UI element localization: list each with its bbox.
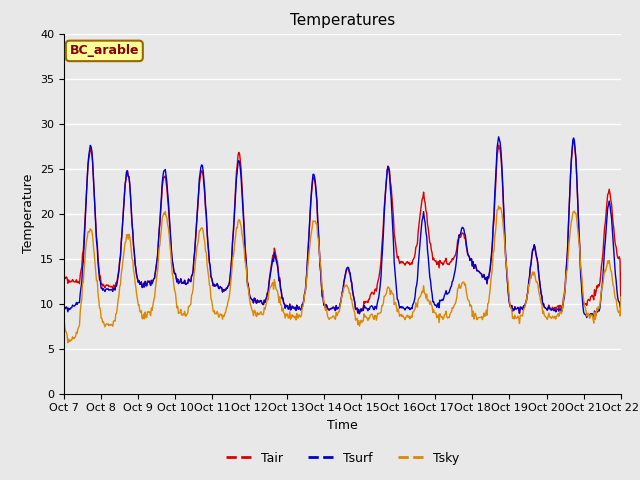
X-axis label: Time: Time [327,419,358,432]
Line: Tsky: Tsky [64,206,621,343]
Tsky [207,296,215,301]
Line: Tsurf: Tsurf [64,137,621,319]
Tsky [60,315,68,321]
Tsky [568,219,575,225]
Tsurf [182,281,190,287]
Tsky [444,315,451,321]
Tsky [617,294,625,300]
Tsurf [566,172,574,178]
Tsurf [495,134,502,140]
Tsurf [590,316,598,322]
Tsurf [617,307,625,312]
Text: BC_arable: BC_arable [70,44,139,58]
Legend: Tair, Tsurf, Tsky: Tair, Tsurf, Tsky [221,447,464,469]
Tair [356,311,364,317]
Tsurf [443,291,451,297]
Tsky [64,340,72,346]
Tsurf [60,301,68,307]
Tair [444,262,451,267]
Tsurf [206,263,214,269]
Tsky [495,203,502,209]
Tair [206,264,214,269]
Y-axis label: Temperature: Temperature [22,174,35,253]
Tair [566,173,574,179]
Tair [389,204,397,210]
Tsurf [388,210,396,216]
Line: Tair: Tair [64,141,621,314]
Tsky [389,291,397,297]
Tsky [335,309,342,314]
Tair [334,306,342,312]
Tair [60,271,68,276]
Tsky [183,311,191,317]
Tair [182,282,190,288]
Tsurf [334,305,342,311]
Title: Temperatures: Temperatures [290,13,395,28]
Tair [617,298,625,304]
Tair [570,138,577,144]
